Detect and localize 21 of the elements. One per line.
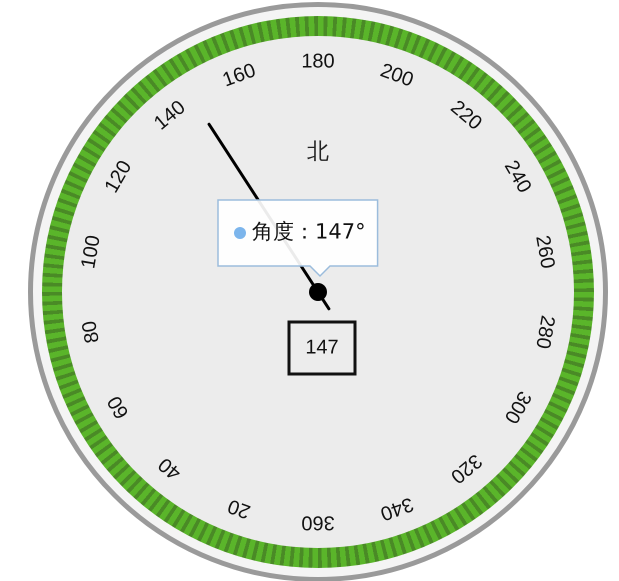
text: 40 [154, 452, 186, 484]
text: 160 [220, 59, 259, 92]
text: 80 [78, 319, 104, 345]
text: 20 [224, 494, 254, 523]
text: 180 [301, 50, 335, 73]
text: 220 [446, 96, 486, 135]
text: 260 [531, 234, 559, 270]
text: 60 [103, 392, 134, 422]
text: 100 [77, 234, 105, 270]
text: 120 [100, 156, 136, 197]
text: 280 [531, 314, 559, 350]
text: 北 [307, 140, 329, 165]
data-label: 147 [305, 336, 339, 359]
text: 300 [500, 387, 536, 428]
text: 200 [377, 59, 416, 92]
text: 320 [446, 449, 486, 488]
text: 360 [301, 511, 335, 534]
text: 240 [500, 156, 536, 197]
text: 340 [377, 492, 416, 525]
text: 角度：147° [252, 219, 366, 244]
text: 140 [150, 96, 190, 135]
